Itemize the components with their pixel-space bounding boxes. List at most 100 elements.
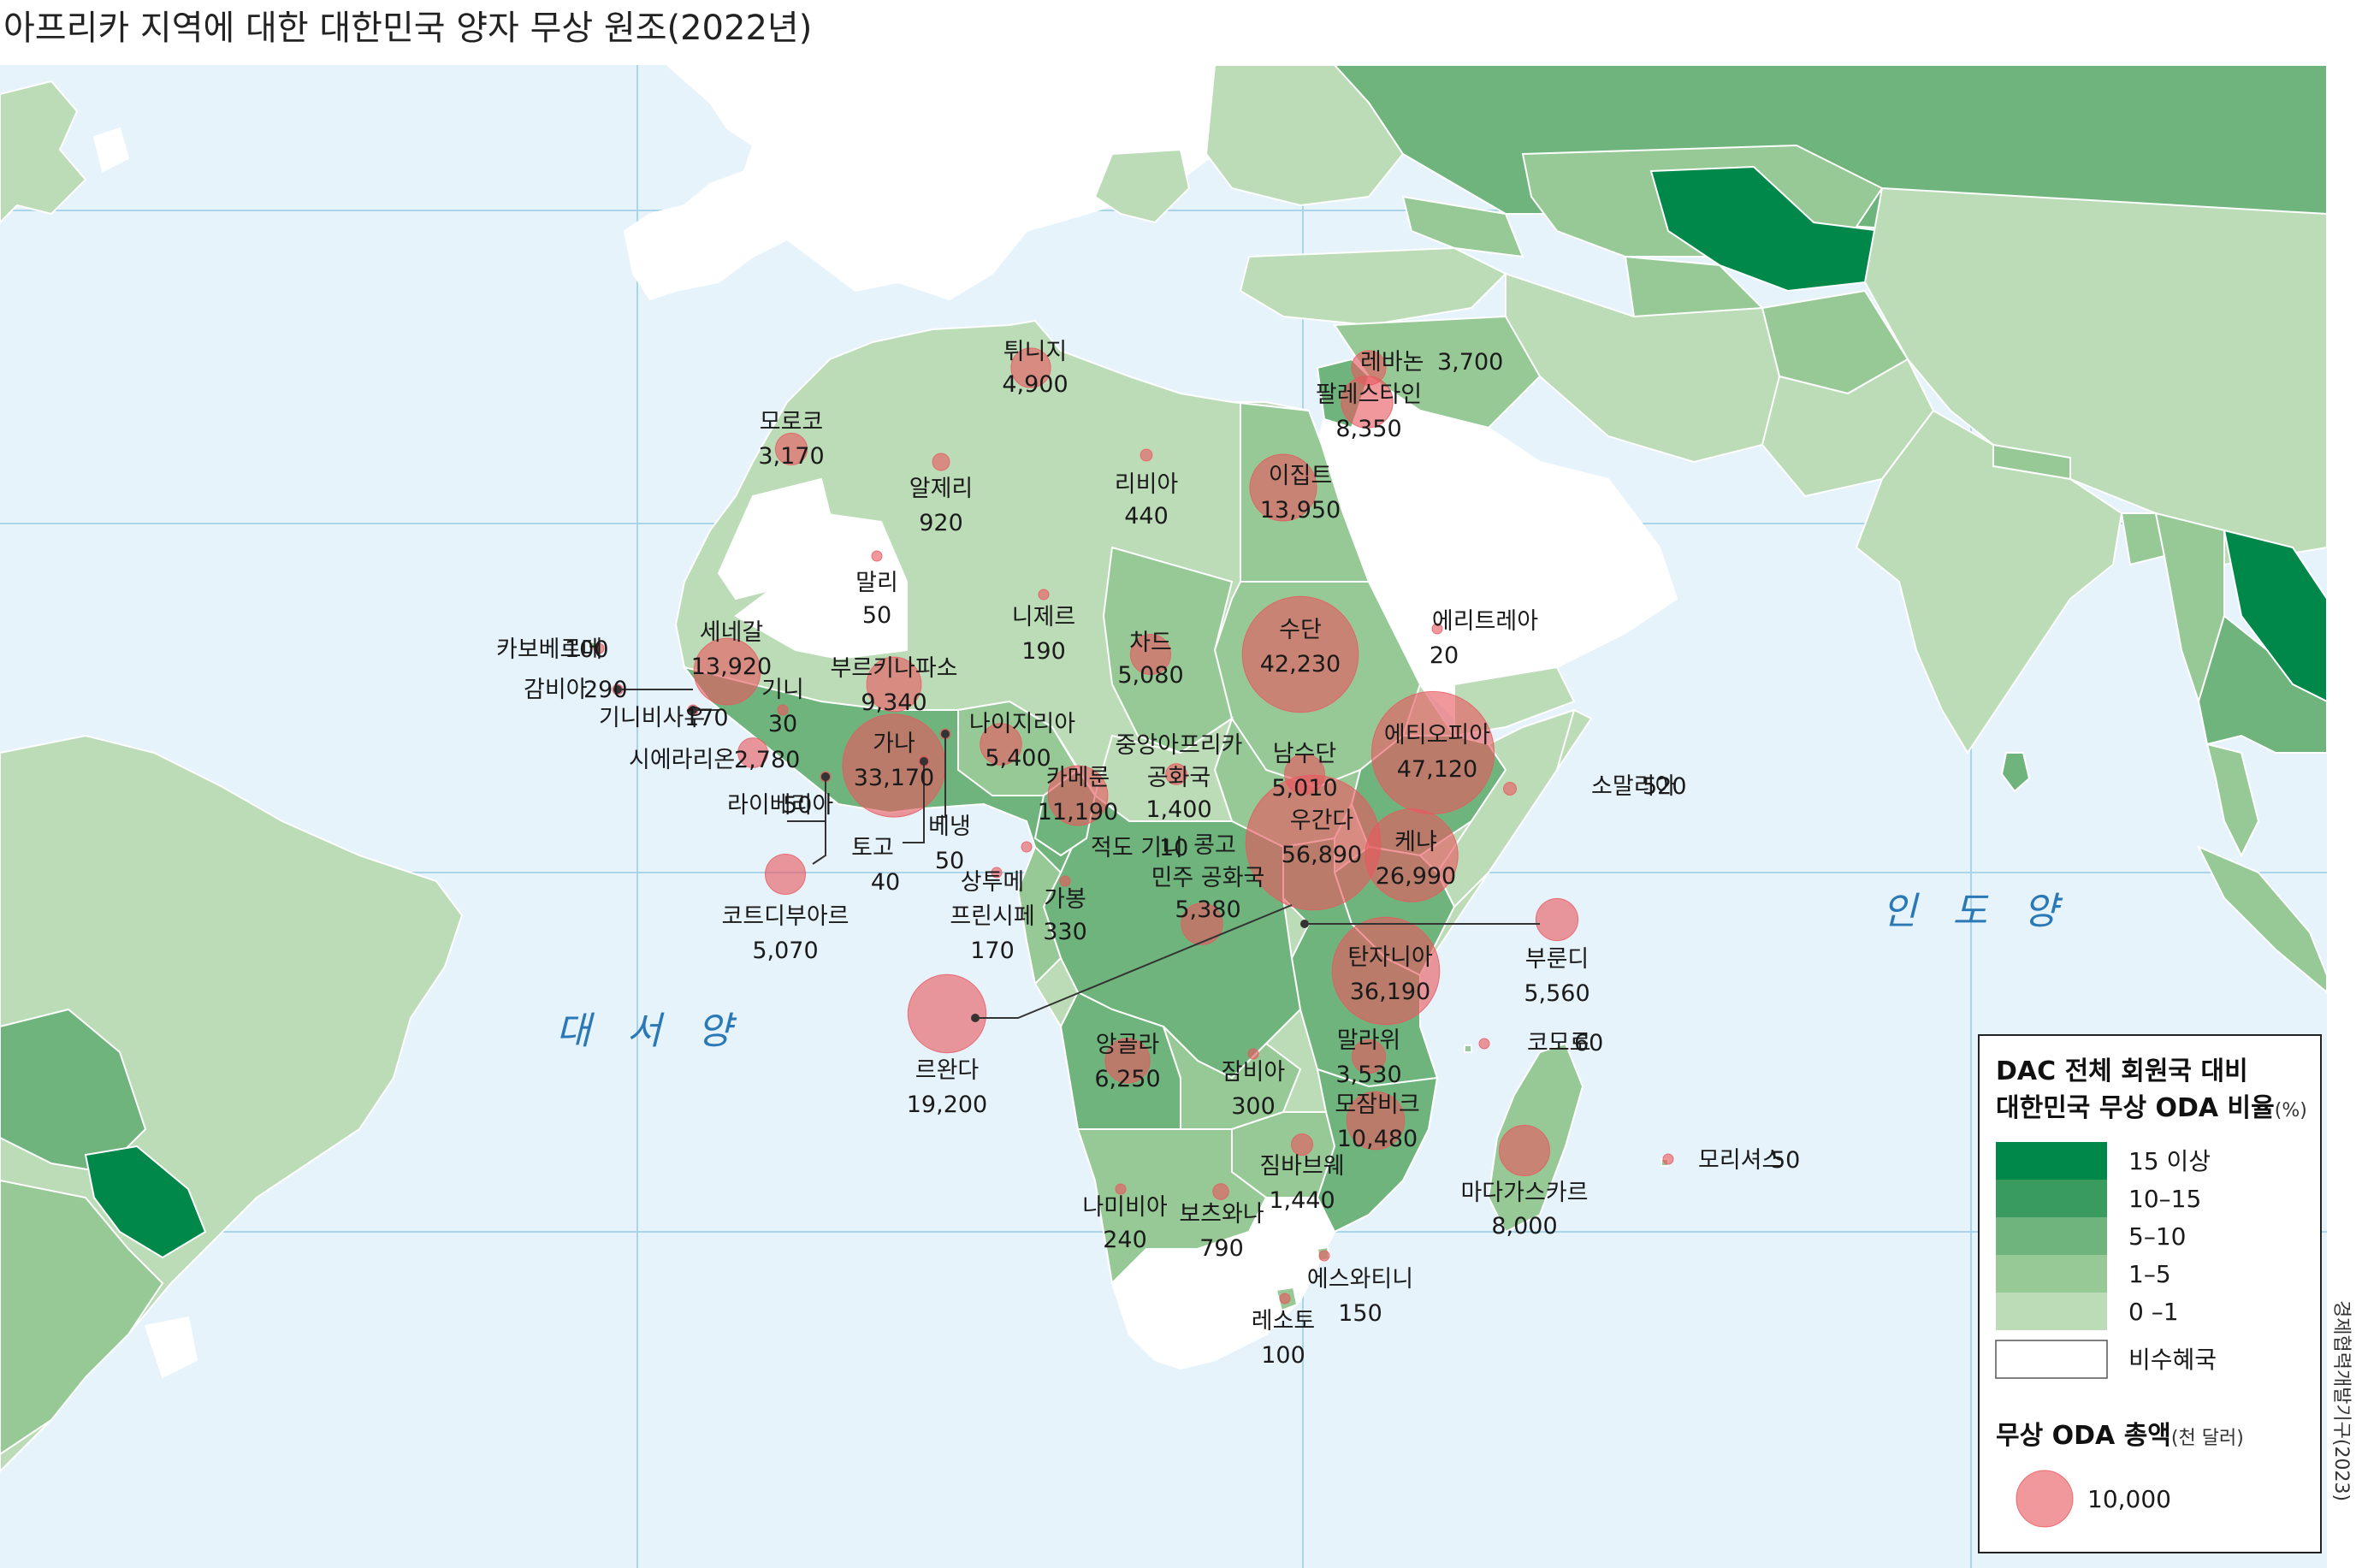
country-28-bubble [1370, 690, 1495, 815]
country-47-value: 240 [1103, 1227, 1147, 1253]
legend-title-line2-text: 대한민국 무상 ODA 비율 [1996, 1093, 2275, 1123]
country-4-value: 13,950 [1260, 497, 1341, 524]
argentina-edge [0, 1179, 164, 1456]
country-33-value: 5,380 [1175, 896, 1240, 923]
country-25-bubble [1165, 763, 1187, 785]
country-8-bubble [1038, 589, 1050, 601]
india [1855, 409, 2123, 754]
country-49-bubble [1318, 1250, 1330, 1262]
sri-lanka [2000, 752, 2031, 793]
country-44-name: 마다가스카르 [1460, 1180, 1588, 1206]
country-49-value: 150 [1338, 1300, 1382, 1327]
legend-class-label-1: 10–15 [2128, 1185, 2201, 1213]
leader-lines [613, 685, 1540, 1022]
country-12-value: 100 [565, 636, 609, 663]
legend-swatch-4 [1996, 1293, 2107, 1330]
country-36-name: 르완다 [915, 1057, 980, 1084]
country-1-name: 알제리 [909, 476, 974, 502]
country-40-bubble [1247, 1048, 1259, 1060]
country-44-bubble [1499, 1125, 1550, 1176]
country-41-bubble [1351, 1038, 1387, 1074]
country-7-bubble [871, 550, 883, 562]
legend-swatch-3 [1996, 1255, 2107, 1293]
country-10-value: 42,230 [1260, 651, 1341, 677]
country-44-value: 8,000 [1491, 1213, 1557, 1240]
country-6-value: 8,350 [1335, 416, 1401, 442]
legend-bubble-title-text: 무상 ODA 총액 [1996, 1421, 2171, 1451]
country-37-value: 5,560 [1524, 980, 1589, 1007]
country-37-name: 부룬디 [1525, 946, 1589, 973]
country-17-name: 부르키나파소 [830, 655, 957, 682]
country-3-name: 리비아 [1115, 471, 1179, 498]
legend-class-label-3: 1–5 [2128, 1260, 2171, 1288]
legend-class-label-4: 0 –1 [2128, 1298, 2179, 1326]
country-31-name-line2: 프린시페 [950, 903, 1034, 930]
country-20-value: 33,170 [854, 765, 934, 791]
turkey [1239, 246, 1507, 327]
legend-bubble-example [2016, 1470, 2074, 1528]
leader-dot-7 [1300, 920, 1309, 928]
country-18-name: 시에라리온 [629, 747, 735, 773]
country-1-bubble [932, 453, 950, 471]
country-16-name: 기니 [761, 677, 804, 703]
country-15-name: 기니비사우 [599, 705, 705, 731]
legend-title-line2: 대한민국 무상 ODA 비율(%) [1996, 1093, 2307, 1123]
country-0-bubble [774, 432, 808, 466]
leader-dot-5 [941, 730, 950, 738]
country-26-name: 카메룬 [1046, 765, 1110, 791]
country-28-name: 에티오피아 [1384, 722, 1490, 748]
country-16-bubble [777, 704, 789, 716]
country-39-value: 6,250 [1094, 1066, 1160, 1092]
country-45-bubble [1662, 1153, 1674, 1165]
legend-bubble-unit: (천 달러) [2171, 1428, 2244, 1449]
country-50-bubble [1279, 1293, 1291, 1305]
country-41-name: 말라위 [1337, 1027, 1401, 1054]
country-21-value: 5,400 [985, 745, 1051, 772]
country-35-value: 26,990 [1376, 863, 1456, 890]
country-38-bubble [1331, 916, 1441, 1026]
country-8-name: 니제르 [1012, 604, 1076, 630]
country-12-bubble [593, 642, 605, 654]
country-26-bubble [1047, 765, 1109, 826]
country-47-name: 나미비아 [1082, 1194, 1168, 1221]
country-32-name: 가봉 [1044, 886, 1086, 913]
legend-bubble-title: 무상 ODA 총액(천 달러) [1996, 1421, 2244, 1451]
country-26-value: 11,190 [1038, 799, 1118, 825]
country-33-name-line2: 민주 공화국 [1151, 865, 1265, 891]
country-5-name: 레바논 [1360, 349, 1424, 376]
country-33-bubble [1181, 902, 1223, 945]
country-23-value: 50 [935, 848, 964, 874]
somalia [1436, 708, 1576, 908]
country-24-value: 5,070 [752, 938, 818, 964]
country-35-name: 케냐 [1394, 829, 1437, 855]
thailand-cambodia [2197, 614, 2328, 754]
country-39-name: 앙골라 [1096, 1032, 1160, 1058]
leader-line-4 [903, 761, 925, 843]
source-credit: 경제협력개발기구(2023) [2330, 1300, 2352, 1501]
country-49-name: 에스와티니 [1307, 1266, 1413, 1293]
country-10-bubble [1241, 595, 1359, 713]
country-2-value: 4,900 [1002, 371, 1068, 398]
country-31-value: 170 [970, 938, 1015, 964]
country-34-value: 56,890 [1282, 842, 1362, 868]
country-47-bubble [1115, 1183, 1127, 1195]
map-frame: 대 서 양 인 도 양 모로코 3,170 알제리 920 튀니지 4,900 리비아 440… [0, 64, 2328, 1568]
country-48-bubble [1212, 1183, 1229, 1200]
country-39-bubble [1104, 1038, 1151, 1084]
country-14-value: 290 [583, 677, 628, 703]
legend-swatch-0 [1996, 1142, 2107, 1180]
leader-dot-1 [689, 706, 697, 714]
country-28-value: 47,120 [1397, 756, 1477, 783]
country-13-value: 13,920 [691, 654, 772, 680]
country-46-name: 짐바브웨 [1259, 1153, 1344, 1180]
country-11-value: 20 [1430, 642, 1459, 669]
country-30-bubble [1021, 841, 1033, 853]
country-20-name: 가나 [873, 731, 915, 757]
newfoundland [92, 127, 130, 173]
country-5-value: 3,700 [1437, 349, 1503, 376]
country-17-value: 9,340 [861, 689, 926, 716]
country-19-value: 50 [783, 792, 812, 819]
country-30-value: 10 [1159, 835, 1188, 861]
country-30-name: 적도 기니 [1091, 835, 1183, 861]
